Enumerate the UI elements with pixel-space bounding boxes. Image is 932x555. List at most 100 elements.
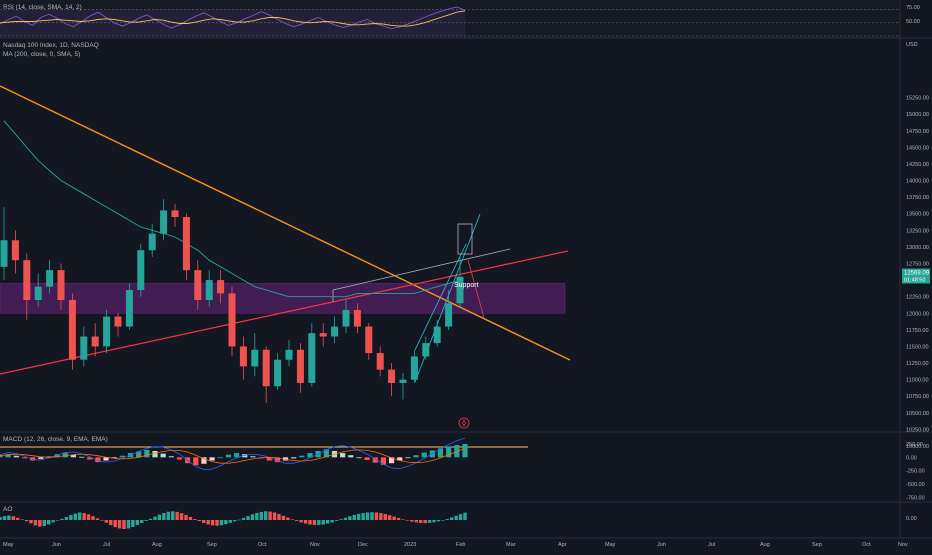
- macd-bar-55: [446, 446, 452, 458]
- ao-bar-23: [100, 520, 104, 521]
- candle-body-11: [125, 290, 133, 327]
- macd-tick-0: 250.00: [906, 442, 923, 448]
- candle-body-35: [399, 379, 407, 383]
- ao-bar-82: [361, 513, 365, 520]
- ao-bar-59: [259, 511, 263, 520]
- ao-bar-17: [73, 513, 77, 520]
- ao-bar-64: [281, 515, 286, 520]
- macd-bar-20: [160, 453, 166, 458]
- candle-body-27: [308, 333, 316, 383]
- candle-body-17: [194, 270, 202, 300]
- candle-body-7: [80, 336, 88, 360]
- ao-bar-99: [436, 520, 441, 522]
- candle-body-38: [433, 326, 441, 344]
- macd-bar-24: [193, 457, 199, 466]
- current-price-tag[interactable]: 12569.09 01:48:50: [902, 268, 930, 284]
- rsi-levels: [0, 9, 900, 37]
- candle-body-34: [388, 369, 396, 383]
- ascending-trendline[interactable]: [0, 250, 569, 375]
- macd-bar-51: [413, 455, 419, 458]
- ao-bar-91: [401, 519, 405, 520]
- candle-body-39: [445, 303, 453, 327]
- ao-bar-35: [153, 516, 157, 520]
- ao-bar-83: [365, 512, 370, 520]
- ao-bar-101: [445, 518, 449, 520]
- macd-histogram: [0, 444, 468, 466]
- ao-bar-4: [16, 517, 20, 520]
- ma-legend[interactable]: MA (200, close, 0, SMA, 5): [3, 51, 80, 58]
- candle-body-16: [182, 217, 190, 271]
- time-label-6: Nov: [310, 542, 320, 548]
- ao-bar-102: [450, 517, 454, 520]
- candle-body-28: [319, 333, 327, 337]
- ao-bar-21: [91, 516, 95, 520]
- ao-bar-32: [140, 520, 144, 523]
- candle-body-18: [205, 280, 213, 300]
- ao-bar-5: [20, 519, 24, 520]
- ao-bar-43: [188, 517, 193, 520]
- price-tick-0: 15250.00: [906, 96, 929, 102]
- macd-axis-ticks: 250.00 0.00 -250.00 -500.00 -750.00: [906, 442, 925, 501]
- ao-bar-57: [250, 514, 255, 520]
- ao-bar-54: [237, 519, 241, 521]
- price-title[interactable]: Nasdaq 100 Index, 1D, NASDAQ: [3, 42, 99, 49]
- ao-bar-50: [219, 520, 224, 526]
- rsi-legend[interactable]: RSI (14, close, SMA, 14, 2): [3, 4, 82, 11]
- candle-body-1: [11, 240, 19, 261]
- candle-body-5: [57, 270, 65, 300]
- macd-bar-29: [233, 453, 240, 458]
- ao-bar-31: [135, 520, 139, 526]
- time-label-2: Jul: [103, 542, 110, 548]
- price-tick-13: 11750.00: [906, 328, 929, 334]
- macd-bar-19: [152, 450, 158, 458]
- ao-bar-103: [454, 515, 458, 520]
- ao-bar-81: [357, 513, 361, 520]
- price-alert-badge[interactable]: [458, 417, 470, 429]
- macd-bar-42: [340, 453, 346, 458]
- projection-box[interactable]: [457, 223, 473, 255]
- ao-bar-20: [86, 514, 91, 520]
- ao-bar-24: [104, 520, 108, 523]
- macd-legend[interactable]: MACD (12, 26, close, 9, EMA, EMA): [3, 436, 108, 443]
- macd-bar-13: [103, 457, 109, 461]
- ao-bar-3: [11, 516, 15, 520]
- ao-bar-18: [78, 512, 82, 520]
- macd-bar-3: [21, 457, 28, 459]
- ao-bar-55: [241, 517, 246, 520]
- price-tag-countdown: 01:48:50: [904, 278, 925, 284]
- macd-line: [0, 437, 466, 471]
- ma200-line: [3, 120, 461, 298]
- price-tick-4: 14250.00: [906, 162, 929, 168]
- ao-bar-49: [215, 520, 219, 526]
- macd-bar-30: [242, 454, 248, 458]
- macd-bar-10: [78, 456, 85, 458]
- price-tick-18: 10500.00: [906, 411, 929, 417]
- macd-bar-6: [46, 456, 52, 458]
- ao-legend[interactable]: AO: [3, 506, 12, 513]
- macd-bar-0: [0, 455, 3, 458]
- ao-bar-96: [423, 520, 427, 524]
- candle-body-19: [217, 280, 225, 294]
- ao-bar-19: [82, 513, 86, 520]
- macd-tick-1: 0.00: [906, 455, 917, 461]
- ao-bar-40: [175, 511, 179, 520]
- projection-line[interactable]: [467, 259, 485, 319]
- resistance-zone[interactable]: [0, 283, 566, 314]
- macd-bar-46: [372, 457, 378, 463]
- time-label-9: Feb: [456, 542, 465, 548]
- time-label-8: 2023: [404, 542, 416, 548]
- macd-tick-4: -750.00: [906, 495, 925, 501]
- ao-bar-39: [171, 511, 175, 520]
- signal-line: [0, 447, 466, 464]
- price-tick-8: 13250.00: [906, 228, 929, 234]
- channel-top-line[interactable]: [332, 248, 511, 291]
- ao-bar-6: [24, 520, 29, 522]
- ao-bar-33: [144, 520, 148, 521]
- ao-bar-73: [321, 520, 325, 525]
- time-axis: May Jun Jul Aug Sep Oct Nov Dec 2023 Feb Mar Apr May…: [3, 542, 908, 548]
- support-annotation[interactable]: Support: [454, 282, 479, 289]
- rising-channel-upper[interactable]: [414, 243, 467, 351]
- descending-trendline[interactable]: [0, 85, 571, 361]
